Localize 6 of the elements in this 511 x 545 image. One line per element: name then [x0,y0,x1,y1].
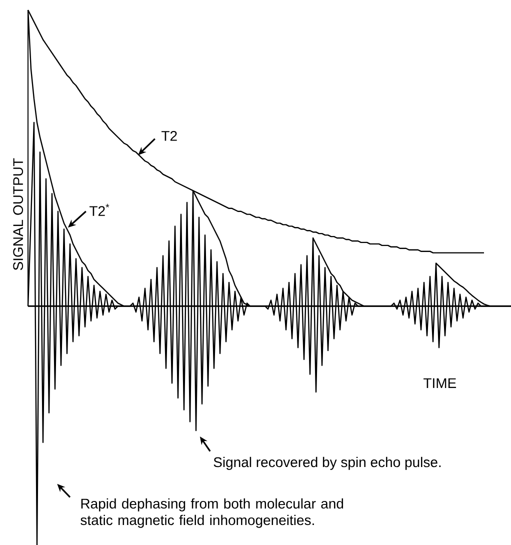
annotation: T2 [162,130,177,141]
x-axis-title: TIME [423,378,456,388]
annotation: Rapid dephasing from both molecular and static magnetic field inhomogeneities. [80,498,344,528]
annotation: Signal recovered by spin echo pulse. [214,456,441,470]
y-axis-title: SIGNAL OUTPUT [13,158,24,270]
annotation: T2$^{*}$ [90,204,110,216]
